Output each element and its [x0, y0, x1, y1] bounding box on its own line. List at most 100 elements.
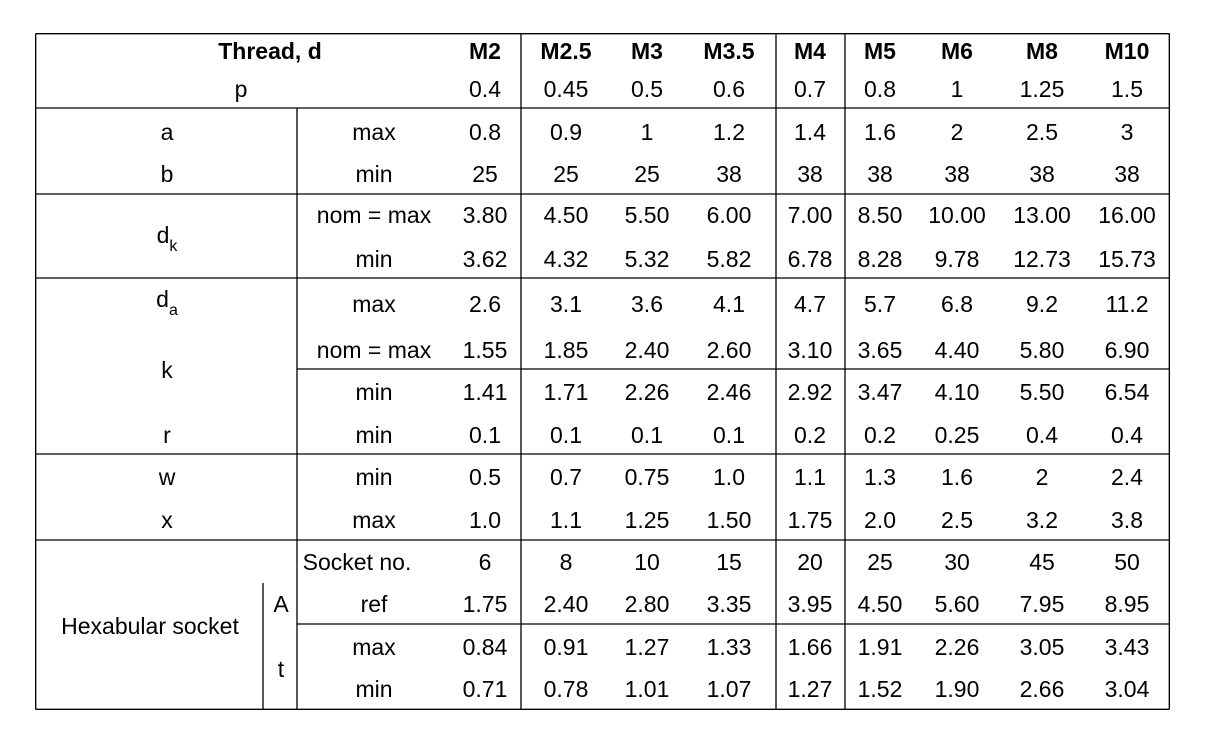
symbol-x: x [161, 507, 173, 533]
thread-label: Thread, d [218, 38, 322, 64]
table-cell: 6.78 [787, 246, 833, 272]
table-cell: 1.01 [624, 676, 670, 702]
table-cell: 1.07 [706, 676, 752, 702]
table-cell: 7.95 [1019, 591, 1065, 617]
qualifier-label: max [352, 507, 396, 533]
table-cell: 5.50 [624, 202, 670, 228]
table-cell: 38 [1029, 161, 1055, 187]
table-cell: 3.47 [857, 379, 903, 405]
table-cell: 1.90 [934, 676, 980, 702]
table-cell: 1.27 [787, 676, 833, 702]
table-cell: 2.40 [624, 337, 670, 363]
symbol-b: b [160, 161, 174, 187]
table-cell: 38 [867, 161, 893, 187]
table-cell: 1.52 [857, 676, 903, 702]
table-cell: 0.5 [469, 464, 501, 490]
table-cell: 1.27 [624, 634, 670, 660]
table-cell: 1.75 [787, 507, 833, 533]
pitch-value: 0.5 [631, 76, 663, 102]
pitch-value: 0.45 [543, 76, 589, 102]
table-cell: 25 [867, 549, 893, 575]
table-cell: 3 [1120, 119, 1134, 145]
table-cell: 1.4 [794, 119, 826, 145]
table-cell: 12.73 [1013, 246, 1071, 272]
table-cell: 3.35 [706, 591, 752, 617]
table-cell: 0.4 [1026, 422, 1058, 448]
table-cell: 2.66 [1019, 676, 1065, 702]
table-cell: 25 [634, 161, 660, 187]
table-cell: 3.05 [1019, 634, 1065, 660]
table-cell: 0.4 [1111, 422, 1143, 448]
table-cell: 0.9 [550, 119, 582, 145]
thread-size-m3: M3 [631, 38, 663, 64]
table-cell: 0.1 [713, 422, 745, 448]
table-cell: 2 [950, 119, 964, 145]
table-cell: 3.62 [462, 246, 508, 272]
table-cell: 38 [716, 161, 742, 187]
table-cell: 2.60 [706, 337, 752, 363]
table-cell: 6.00 [706, 202, 752, 228]
table-cell: 10.00 [928, 202, 986, 228]
qualifier-label: ref [360, 591, 388, 617]
table-cell: 2.0 [864, 507, 896, 533]
table-cell: 4.10 [934, 379, 980, 405]
table-cell: 1.6 [864, 119, 896, 145]
table-cell: 0.91 [543, 634, 589, 660]
table-cell: 2.46 [706, 379, 752, 405]
table-cell: 6.90 [1104, 337, 1150, 363]
qualifier-label: min [355, 422, 393, 448]
table-cell: 16.00 [1098, 202, 1156, 228]
pitch-value: 1.25 [1019, 76, 1065, 102]
table-cell: 8 [559, 549, 573, 575]
pitch-value: 0.6 [713, 76, 745, 102]
table-cell: 20 [797, 549, 823, 575]
pitch-value: 0.7 [794, 76, 826, 102]
symbol-w: w [158, 464, 176, 490]
symbol-d-a: da [156, 286, 178, 319]
table-cell: 1.6 [941, 464, 973, 490]
table-cell: 1.50 [706, 507, 752, 533]
table-cell: 0.78 [543, 676, 589, 702]
table-cell: 3.80 [462, 202, 508, 228]
table-cell: 1.71 [543, 379, 589, 405]
symbol-k: k [161, 357, 173, 383]
table-cell: 0.71 [462, 676, 508, 702]
table-cell: 2.4 [1111, 464, 1143, 490]
table-cell: 0.1 [469, 422, 501, 448]
table-cell: 4.7 [794, 291, 826, 317]
qualifier-label: nom = max [316, 202, 432, 228]
table-cell: 3.10 [787, 337, 833, 363]
thread-size-m6: M6 [941, 38, 973, 64]
table-cell: 9.2 [1026, 291, 1058, 317]
table-cell: 0.75 [624, 464, 670, 490]
table-cell: 5.50 [1019, 379, 1065, 405]
qualifier-label: min [355, 246, 393, 272]
table-cell: 1.85 [543, 337, 589, 363]
table-cell: 1.91 [857, 634, 903, 660]
table-cell: 3.43 [1104, 634, 1150, 660]
table-cell: 4.50 [857, 591, 903, 617]
table-cell: 10 [634, 549, 660, 575]
symbol-A: A [273, 591, 289, 617]
table-grid [35, 33, 1170, 710]
qualifier-label: min [355, 464, 393, 490]
table-cell: 1.55 [462, 337, 508, 363]
table-cell: 2.26 [934, 634, 980, 660]
table-cell: 3.95 [787, 591, 833, 617]
table-cell: 2.5 [1026, 119, 1058, 145]
pitch-label: p [234, 76, 248, 102]
table-cell: 0.1 [550, 422, 582, 448]
symbol-subscript: k [169, 238, 178, 255]
thread-size-m3.5: M3.5 [703, 38, 755, 64]
pitch-value: 0.4 [469, 76, 501, 102]
qualifier-label: min [355, 676, 393, 702]
table-cell: 0.84 [462, 634, 508, 660]
table-cell: 6.8 [941, 291, 973, 317]
qualifier-label: min [355, 161, 393, 187]
table-cell: 1.1 [550, 507, 582, 533]
table-cell: 38 [1114, 161, 1140, 187]
table-cell: 1.41 [462, 379, 508, 405]
table-cell: 1.25 [624, 507, 670, 533]
table-cell: 1.0 [713, 464, 745, 490]
table-cell: 3.2 [1026, 507, 1058, 533]
